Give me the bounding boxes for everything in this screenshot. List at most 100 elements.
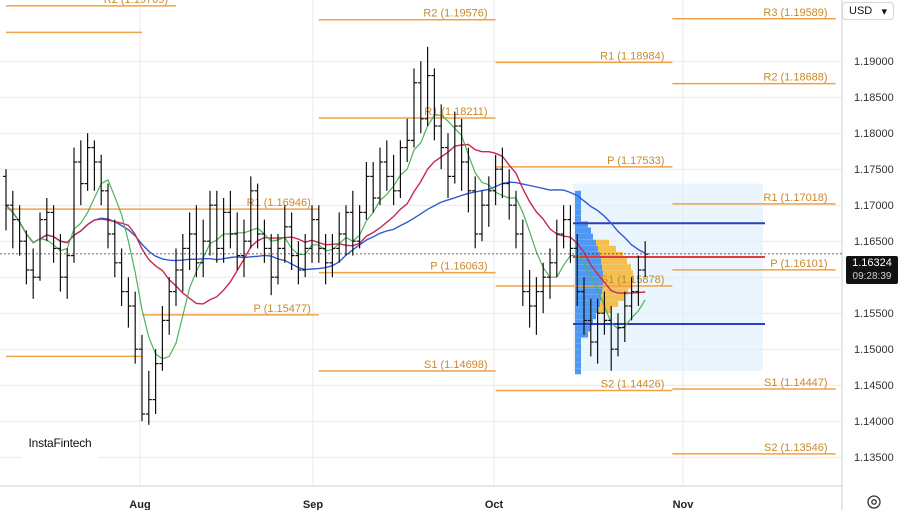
volume-bar-blue xyxy=(575,239,596,246)
ohlc-bar xyxy=(37,212,43,281)
ohlc-bar xyxy=(492,154,499,206)
ohlc-bar xyxy=(247,176,254,249)
pivot-label: R2 (1.19769) xyxy=(104,0,168,6)
volume-bar-orange xyxy=(603,276,633,283)
ohlc-bar xyxy=(458,118,465,191)
volume-bar-orange xyxy=(600,300,618,307)
ohlc-bar xyxy=(404,118,411,162)
ohlc-bar xyxy=(560,205,567,249)
ohlc-bar xyxy=(370,162,377,213)
volume-bar-blue xyxy=(575,209,581,216)
volume-bar-blue xyxy=(575,325,591,332)
ohlc-bar xyxy=(111,219,118,278)
ohlc-bar xyxy=(635,255,642,306)
pivot-label: R3 (1.19589) xyxy=(763,7,827,19)
ohlc-bar xyxy=(30,248,37,299)
y-tick-label: 1.15500 xyxy=(854,308,894,320)
pivot-label: S2 (1.14426) xyxy=(601,379,665,391)
volume-bar-orange xyxy=(601,294,624,301)
ohlc-bar xyxy=(587,298,594,357)
ohlc-bar xyxy=(465,147,472,213)
pivot-label: R1 (1.18984) xyxy=(600,50,664,62)
ohlc-bar xyxy=(227,190,234,249)
volume-bar-blue xyxy=(575,362,581,369)
currency-selector[interactable]: USD ▾ xyxy=(842,2,894,20)
volume-bar-blue xyxy=(575,343,581,350)
ohlc-bar xyxy=(261,219,268,263)
ohlc-bar xyxy=(519,219,526,306)
y-tick-label: 1.17000 xyxy=(854,200,894,212)
ohlc-bar xyxy=(179,234,186,292)
ohlc-bar xyxy=(438,104,445,170)
volume-bar-blue xyxy=(575,233,593,240)
volume-bar-blue xyxy=(575,313,596,320)
ohlc-bar xyxy=(424,46,431,126)
volume-bar-blue xyxy=(575,227,591,234)
volume-bar-blue xyxy=(575,196,581,203)
volume-bar-blue xyxy=(575,337,581,344)
volume-bar-blue xyxy=(575,300,600,307)
volume-bar-blue xyxy=(575,221,588,228)
current-price-time: 09:28:39 xyxy=(852,271,892,282)
ohlc-bar xyxy=(241,219,247,278)
x-tick-label: Oct xyxy=(485,499,504,510)
ohlc-bar xyxy=(3,169,9,231)
ohlc-bar xyxy=(43,198,50,242)
ohlc-bar xyxy=(268,234,275,296)
ohlc-bar xyxy=(526,270,533,328)
x-tick-label: Aug xyxy=(129,499,150,510)
current-price-value: 1.16324 xyxy=(852,257,892,269)
pivot-label: R1 (1.17018) xyxy=(763,192,827,204)
volume-bar-blue xyxy=(575,264,602,271)
ohlc-bar xyxy=(309,205,315,263)
ohlc-bar xyxy=(295,241,302,285)
ohlc-bar xyxy=(275,234,281,285)
ohlc-bar xyxy=(23,230,30,285)
ohlc-bar xyxy=(193,205,200,278)
y-tick-label: 1.18000 xyxy=(854,128,894,140)
ohlc-bar xyxy=(343,205,349,256)
volume-bar-orange xyxy=(603,270,633,277)
ohlc-bar xyxy=(200,219,207,278)
pivot-label: R2 (1.18688) xyxy=(763,72,827,84)
volume-bar-blue xyxy=(575,294,601,301)
x-tick-label: Nov xyxy=(673,499,695,510)
volume-bar-blue xyxy=(575,368,581,375)
logo-text: InstaFintech xyxy=(28,436,92,450)
y-tick-label: 1.18500 xyxy=(854,92,894,104)
pivot-label: S1 (1.14698) xyxy=(424,359,488,371)
ohlc-bar xyxy=(356,205,363,249)
volume-bar-orange xyxy=(598,245,616,252)
y-tick-label: 1.13500 xyxy=(854,452,894,464)
pivot-label: P (1.16063) xyxy=(430,261,487,273)
volume-bar-blue xyxy=(575,203,581,210)
ohlc-bar xyxy=(608,306,615,371)
ohlc-bar xyxy=(479,190,485,242)
volume-bar-blue xyxy=(575,307,598,314)
y-tick-label: 1.16500 xyxy=(854,236,894,248)
ohlc-bar xyxy=(50,205,57,263)
ohlc-bar xyxy=(173,248,179,306)
y-tick-label: 1.15000 xyxy=(854,344,894,356)
ohlc-bar xyxy=(397,140,404,198)
ohlc-bar xyxy=(329,234,336,278)
ohlc-bar xyxy=(57,234,64,292)
ohlc-bar xyxy=(363,162,370,220)
ohlc-bar xyxy=(84,133,91,191)
current-price-tag: 1.16324 09:28:39 xyxy=(846,256,898,284)
x-tick-label: Sep xyxy=(303,499,323,510)
ohlc-bar xyxy=(383,140,390,191)
ohlc-bar xyxy=(615,313,621,357)
settings-icon[interactable] xyxy=(866,494,882,510)
ohlc-bar xyxy=(288,212,295,270)
ohlc-bar xyxy=(601,291,608,335)
ohlc-bar xyxy=(139,334,145,422)
ohlc-bar xyxy=(349,190,356,256)
ohlc-bar xyxy=(315,205,322,263)
ohlc-bar xyxy=(213,190,220,263)
volume-bar-blue xyxy=(575,331,588,338)
ohlc-bar xyxy=(574,234,581,306)
ohlc-bar xyxy=(417,61,424,134)
